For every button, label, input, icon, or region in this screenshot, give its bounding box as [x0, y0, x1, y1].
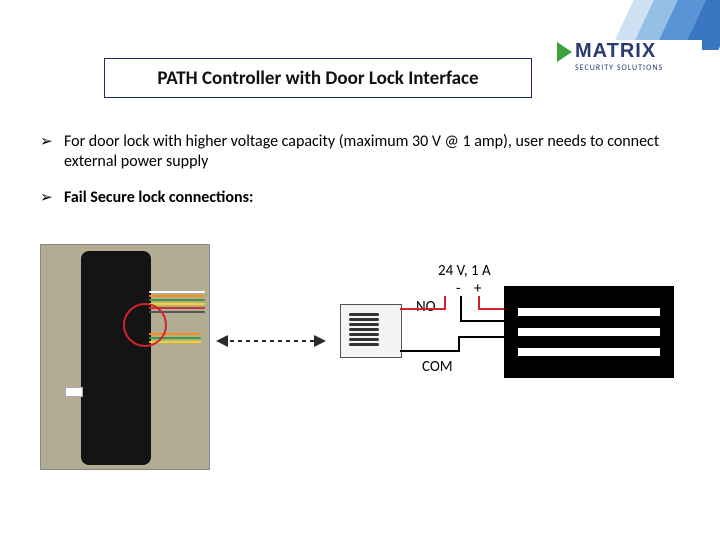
dotted-arrow-icon [216, 334, 326, 348]
title-box: PATH Controller with Door Lock Interface [104, 58, 532, 98]
psu-label: 24 V, 1 A [438, 262, 491, 280]
logo-text: MATRIX [575, 40, 656, 63]
bullet-text: Fail Secure lock connections: [64, 188, 253, 208]
page-title: PATH Controller with Door Lock Interface [157, 67, 478, 90]
device-body [81, 251, 151, 465]
highlight-circle-icon [123, 303, 167, 347]
com-label: COM [422, 358, 453, 376]
device-photo [40, 244, 210, 470]
connector-icon [65, 387, 83, 397]
bullet-text: For door lock with higher voltage capaci… [64, 132, 690, 172]
relay-icon [340, 304, 402, 358]
logo-subtitle: SECURITY SOLUTIONS [575, 63, 663, 73]
logo: MATRIX SECURITY SOLUTIONS [557, 40, 702, 86]
bullet-item: ➢ For door lock with higher voltage capa… [40, 132, 690, 172]
logo-arrow-icon [557, 42, 572, 62]
bullet-item: ➢ Fail Secure lock connections: [40, 188, 690, 208]
bullet-icon: ➢ [40, 188, 56, 208]
no-label: NO [416, 298, 436, 316]
bullet-icon: ➢ [40, 132, 56, 152]
lock-icon [504, 286, 674, 378]
content-area: ➢ For door lock with higher voltage capa… [40, 132, 690, 224]
wiring-diagram: 24 V, 1 A - + NO COM [40, 244, 680, 474]
